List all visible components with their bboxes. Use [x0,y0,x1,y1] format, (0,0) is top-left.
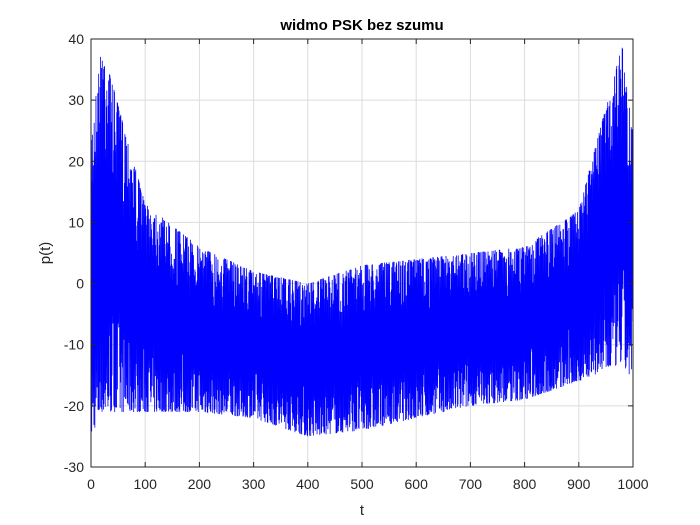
x-axis-label: t [360,502,365,519]
signal-series [90,47,634,437]
y-tick-label: -10 [64,337,84,353]
x-tick-label: 100 [134,476,158,492]
y-tick-label: 30 [68,92,84,108]
x-tick-label: 900 [567,476,591,492]
x-tick-label: 300 [242,476,266,492]
x-tick-label: 0 [87,476,95,492]
y-tick-label: 40 [68,31,84,47]
y-tick-label: 20 [68,153,84,169]
x-tick-label: 400 [296,476,320,492]
x-tick-label: 200 [188,476,212,492]
x-tick-label: 600 [405,476,429,492]
y-tick-label: 10 [68,214,84,230]
x-tick-label: 800 [513,476,537,492]
y-axis-label: p(t) [37,242,54,265]
x-tick-label: 1000 [617,476,648,492]
series-line [90,47,634,437]
ticks: 0 100 200 300 400 500 600 700 800 900 1000-30-20-1… [64,31,649,492]
x-tick-label: 700 [459,476,483,492]
y-tick-label: -30 [64,459,84,475]
x-tick-label: 500 [350,476,374,492]
y-tick-label: -20 [64,398,84,414]
chart-title: widmo PSK bez szumu [279,17,443,34]
y-tick-label: 0 [76,276,84,292]
